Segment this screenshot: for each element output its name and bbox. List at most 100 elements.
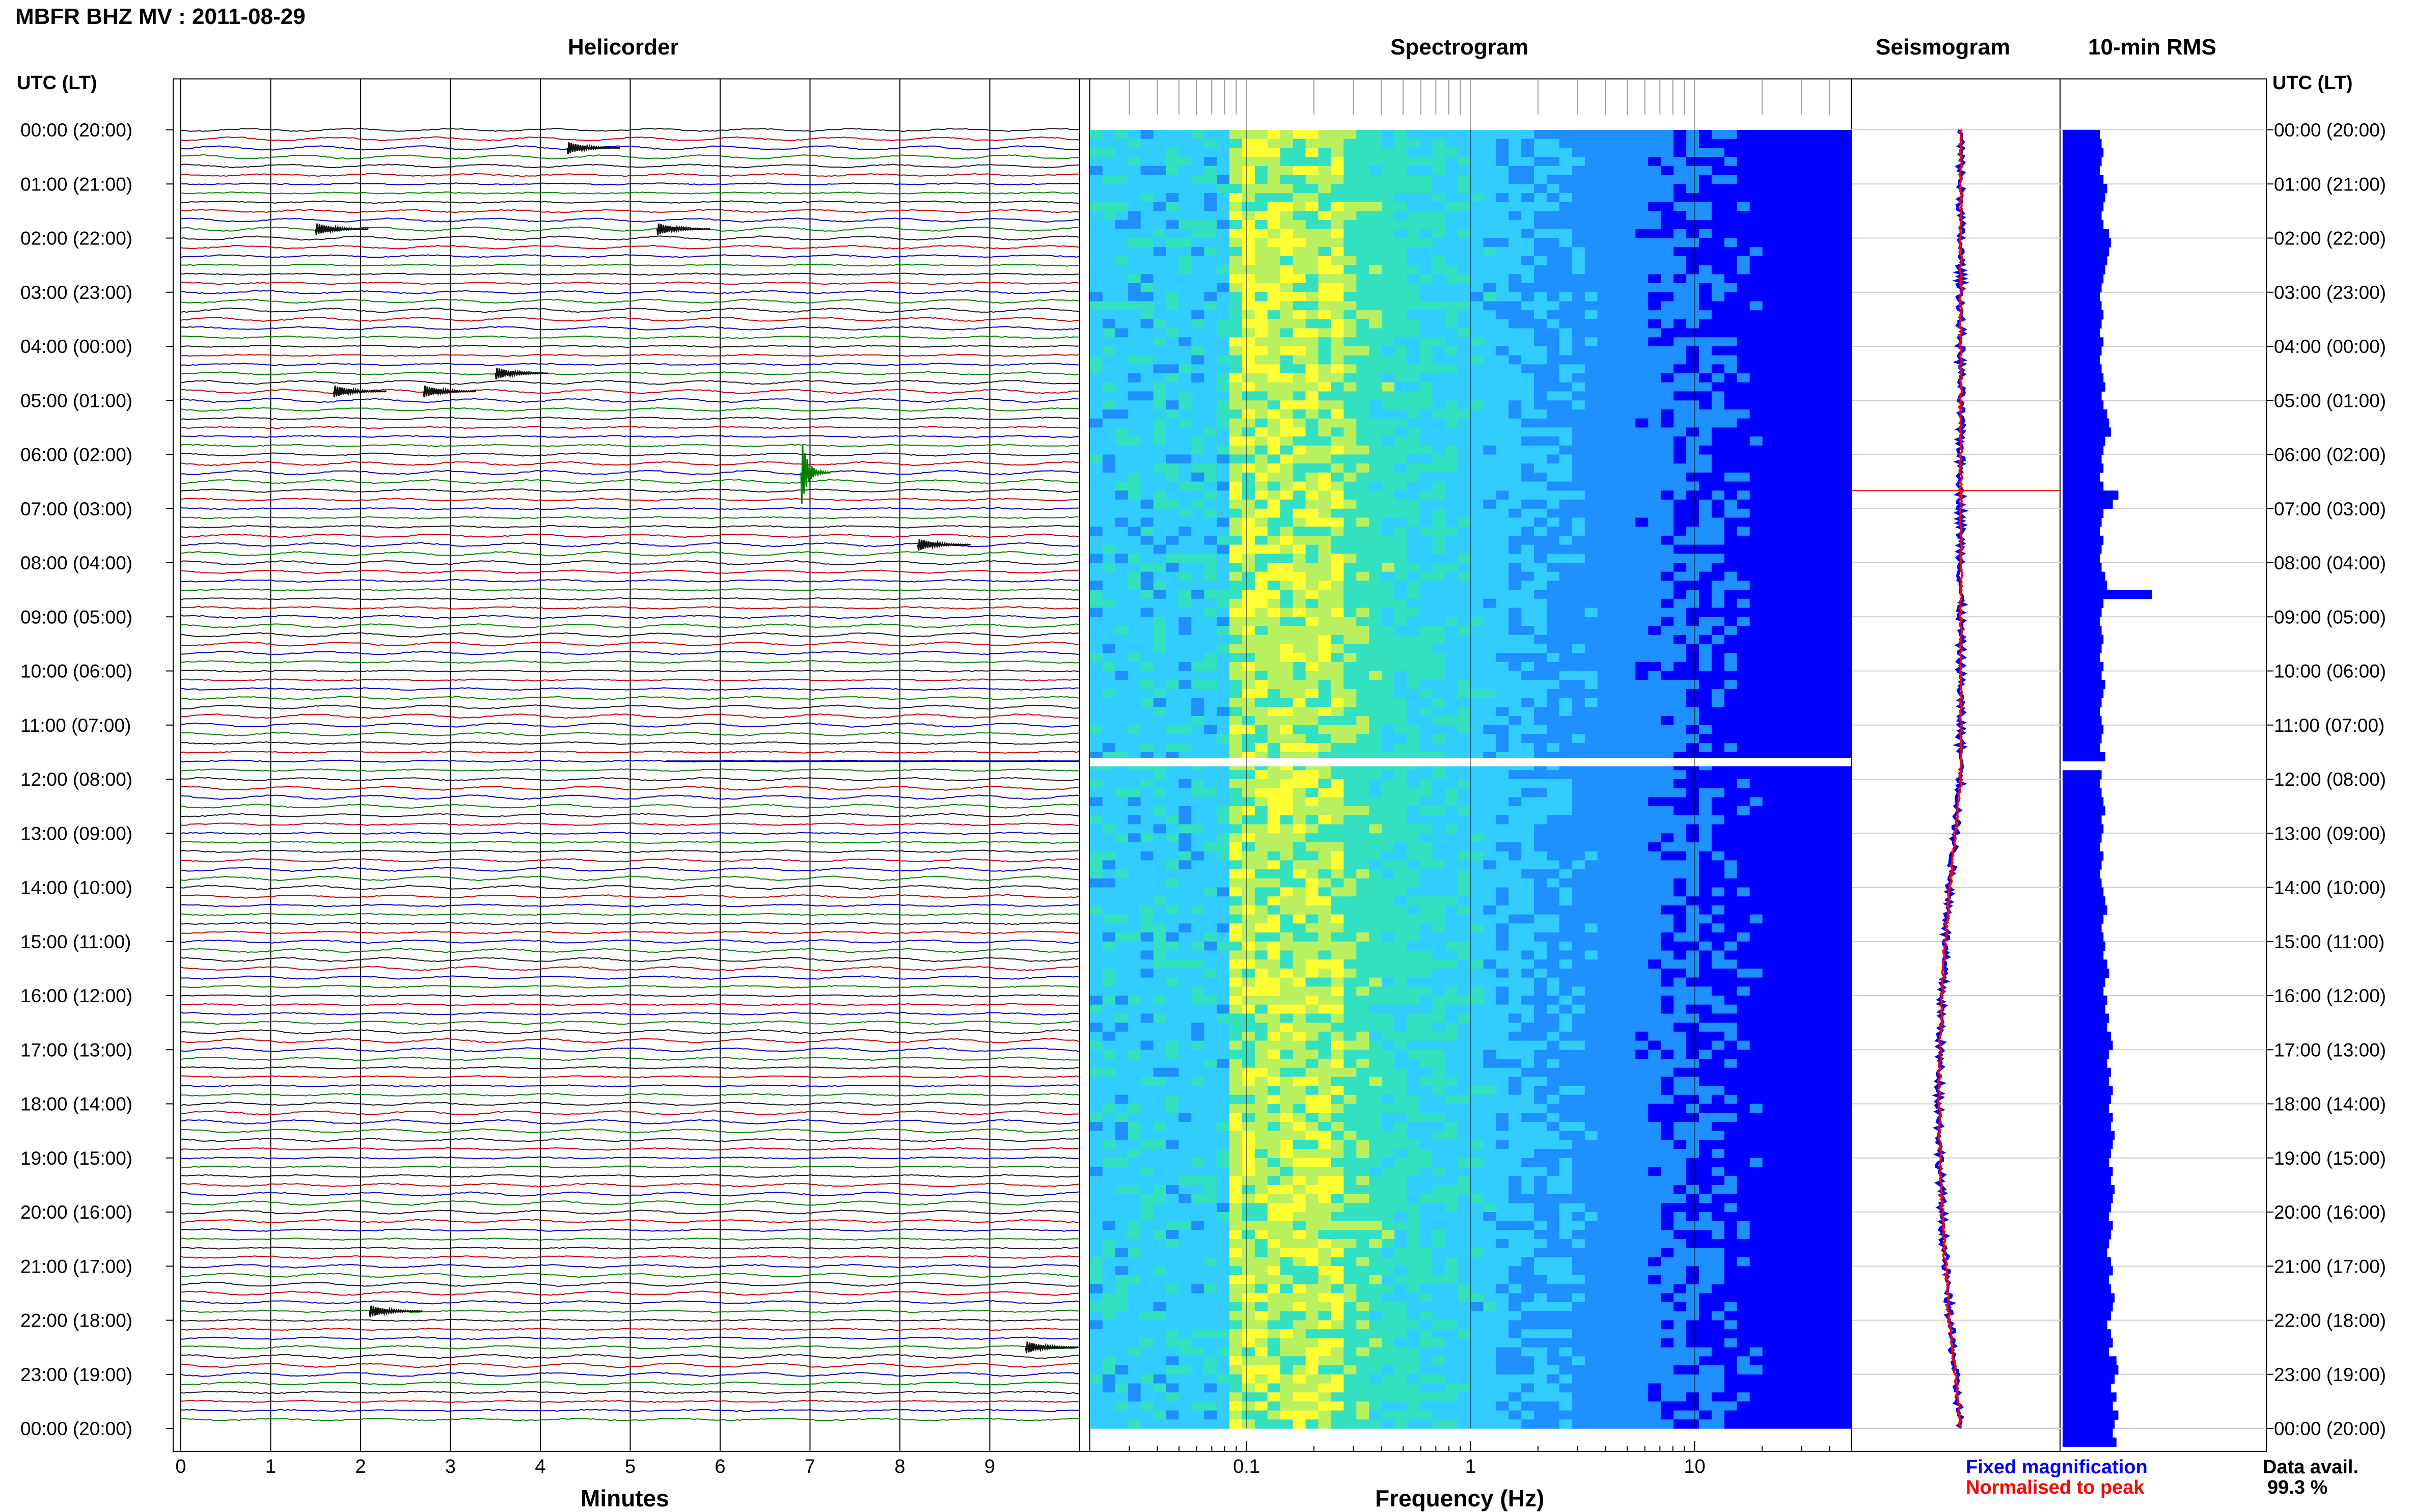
spectrogram-cell [1280, 490, 1294, 500]
spectrogram-cell [1141, 265, 1154, 274]
spectrogram-cell [1763, 310, 1776, 319]
spectrogram-cell [1382, 301, 1395, 311]
time-tick-label: 15:00 (11:00) [20, 931, 131, 952]
spectrogram-cell [1306, 166, 1319, 175]
spectrogram-cell [1293, 797, 1306, 806]
spectrogram-cell [1471, 328, 1484, 338]
spectrogram-cell [1826, 734, 1839, 744]
spectrogram-cell [1141, 392, 1154, 401]
spectrogram-cell [1204, 202, 1217, 211]
spectrogram-cell [1090, 193, 1103, 202]
spectrogram-cell [1737, 238, 1750, 248]
spectrogram-cell [1585, 707, 1598, 716]
spectrogram-cell [1255, 788, 1268, 798]
spectrogram-cell [1369, 427, 1382, 436]
spectrogram-cell [1559, 806, 1573, 815]
spectrogram-cell [1699, 572, 1712, 581]
spectrogram-cell [1547, 473, 1560, 482]
spectrogram-cell [1394, 310, 1408, 319]
spectrogram-cell [1750, 382, 1763, 392]
spectrogram-cell [1813, 500, 1826, 509]
spectrogram-cell [1369, 797, 1382, 806]
spectrogram-cell [1204, 337, 1217, 346]
spectrogram-cell [1407, 490, 1420, 500]
spectrogram-cell [1255, 346, 1268, 355]
spectrogram-cell [1508, 328, 1522, 338]
spectrogram-cell [1229, 779, 1243, 788]
spectrogram-cell [1674, 211, 1687, 220]
spectrogram-cell [1407, 328, 1420, 338]
spectrogram-cell [1496, 653, 1509, 662]
spectrogram-cell [1217, 509, 1230, 518]
spectrogram-cell [1229, 184, 1243, 193]
spectrogram-cell [1699, 797, 1712, 806]
spectrogram-cell [1471, 400, 1484, 409]
spectrogram-cell [1572, 518, 1585, 527]
spectrogram-cell [1471, 545, 1484, 554]
spectrogram-cell [1610, 635, 1624, 644]
spectrogram-cell [1382, 581, 1395, 590]
spectrogram-cell [1559, 265, 1573, 274]
spectrogram-cell [1103, 662, 1116, 671]
spectrogram-cell [1610, 364, 1624, 373]
spectrogram-cell [1839, 743, 1852, 752]
spectrogram-cell [1635, 392, 1649, 401]
spectrogram-cell [1775, 157, 1789, 166]
spectrogram-cell [1737, 166, 1750, 175]
spectrogram-cell [1255, 779, 1268, 788]
spectrogram-cell [1534, 319, 1547, 328]
spectrogram-cell [1356, 256, 1369, 265]
spectrogram-cell [1648, 382, 1661, 392]
spectrogram-cell [1496, 328, 1509, 338]
spectrogram-cell [1115, 427, 1129, 436]
spectrogram-cell [1191, 770, 1204, 779]
spectrogram-cell [1547, 400, 1560, 409]
spectrogram-cell [1788, 527, 1801, 536]
spectrogram-cell [1839, 265, 1852, 274]
spectrogram-cell [1712, 635, 1725, 644]
spectrogram-cell [1750, 500, 1763, 509]
spectrogram-cell [1813, 256, 1826, 265]
spectrogram-cell [1280, 545, 1294, 554]
spectrogram-cell [1293, 301, 1306, 311]
spectrogram-cell [1331, 157, 1344, 166]
spectrogram-cell [1686, 175, 1699, 184]
spectrogram-cell [1737, 563, 1750, 572]
spectrogram-cell [1598, 545, 1611, 554]
spectrogram-cell [1508, 301, 1522, 311]
spectrogram-cell [1420, 130, 1433, 139]
spectrogram-cell [1115, 671, 1129, 680]
spectrogram-cell [1166, 734, 1179, 744]
spectrogram-cell [1572, 193, 1585, 202]
time-tick-label: 19:00 (15:00) [2274, 1148, 2386, 1169]
spectrogram-cell [1788, 175, 1801, 184]
minutes-tick-label: 1 [265, 1456, 276, 1477]
spectrogram-cell [1483, 815, 1496, 824]
spectrogram-cell [1280, 473, 1294, 482]
spectrogram-cell [1382, 292, 1395, 301]
spectrogram-cell [1445, 337, 1459, 346]
spectrogram-cell [1306, 292, 1319, 301]
spectrogram-cell [1635, 545, 1649, 554]
spectrogram-cell [1204, 698, 1217, 707]
spectrogram-cell [1610, 301, 1624, 311]
spectrogram-cell [1483, 527, 1496, 536]
spectrogram-cell [1128, 734, 1141, 744]
spectrogram-cell [1445, 220, 1459, 229]
spectrogram-cell [1534, 148, 1547, 157]
spectrogram-cell [1508, 608, 1522, 617]
spectrogram-cell [1331, 608, 1344, 617]
spectrogram-cell [1445, 436, 1459, 446]
spectrogram-cell [1178, 463, 1192, 473]
spectrogram-cell [1356, 274, 1369, 283]
spectrogram-cell [1319, 581, 1332, 590]
spectrogram-cell [1420, 797, 1433, 806]
spectrogram-cell [1433, 419, 1446, 428]
spectrogram-cell [1433, 743, 1446, 752]
spectrogram-cell [1674, 797, 1687, 806]
spectrogram-cell [1508, 806, 1522, 815]
spectrogram-cell [1471, 824, 1484, 834]
spectrogram-cell [1128, 554, 1141, 563]
spectrogram-cell [1394, 364, 1408, 373]
spectrogram-cell [1280, 328, 1294, 338]
